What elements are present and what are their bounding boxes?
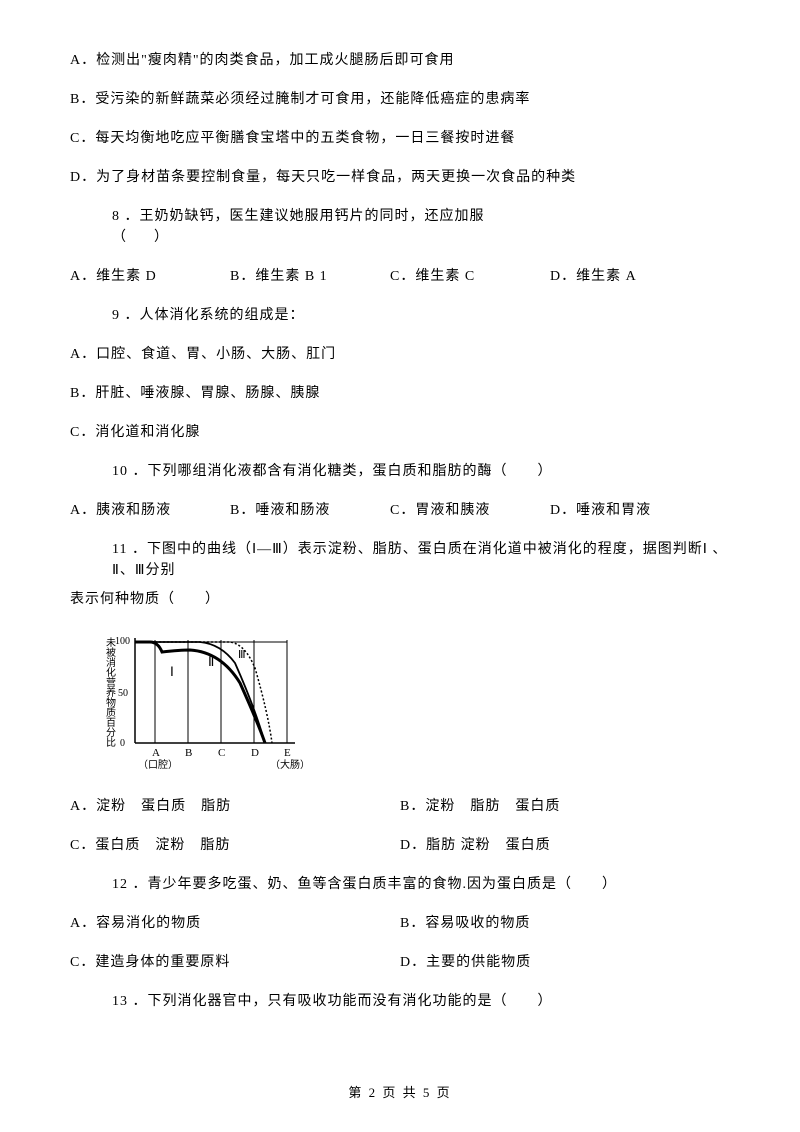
q10-option-d: D．唾液和胃液 [550, 500, 710, 521]
curve-label-3: Ⅲ [238, 649, 246, 661]
xlabel-b: B [185, 747, 192, 759]
q12-option-a: A．容易消化的物质 [70, 913, 400, 934]
q11-options-row2: C．蛋白质 淀粉 脂肪 D．脂肪 淀粉 蛋白质 [70, 835, 730, 856]
q8-option-c: C．维生素 C [390, 266, 550, 287]
q12-options-row2: C．建造身体的重要原料 D．主要的供能物质 [70, 952, 730, 973]
q8-stem: 8 ．王奶奶缺钙，医生建议她服用钙片的同时，还应加服 （ ） [70, 206, 730, 248]
q7-option-a: A．检测出"瘦肉精"的肉类食品，加工成火腿肠后即可食用 [70, 50, 730, 71]
q9-option-a: A．口腔、食道、胃、小肠、大肠、肛门 [70, 344, 730, 365]
ytick-100: 100 [115, 636, 130, 647]
q10-option-b: B．唾液和肠液 [230, 500, 390, 521]
curve-label-1: Ⅰ [170, 664, 174, 679]
q7-option-b: B．受污染的新鲜蔬菜必须经过腌制才可食用，还能降低癌症的患病率 [70, 89, 730, 110]
chart-svg: 未被消化营养物质百分比 0 50 100 Ⅰ Ⅱ Ⅲ A B C D E （口腔… [100, 628, 310, 778]
xlabel-c: C [218, 747, 225, 759]
q11-stem-line1: 11 ．下图中的曲线（Ⅰ—Ⅲ）表示淀粉、脂肪、蛋白质在消化道中被消化的程度，据图… [70, 539, 730, 581]
q11-option-b: B．淀粉 脂肪 蛋白质 [400, 796, 730, 817]
xlabel-e: E [284, 747, 291, 759]
q11-options-row1: A．淀粉 蛋白质 脂肪 B．淀粉 脂肪 蛋白质 [70, 796, 730, 817]
q8-option-d: D．维生素 A [550, 266, 710, 287]
q10-stem: 10 ．下列哪组消化液都含有消化糖类，蛋白质和脂肪的酶（ ） [70, 461, 730, 482]
q12-options-row1: A．容易消化的物质 B．容易吸收的物质 [70, 913, 730, 934]
q12-stem: 12 ．青少年要多吃蛋、奶、鱼等含蛋白质丰富的食物.因为蛋白质是（ ） [70, 874, 730, 895]
q10-option-a: A．胰液和肠液 [70, 500, 230, 521]
q12-option-d: D．主要的供能物质 [400, 952, 730, 973]
q10-options: A．胰液和肠液 B．唾液和肠液 C．胃液和胰液 D．唾液和胃液 [70, 500, 730, 521]
q11-option-c: C．蛋白质 淀粉 脂肪 [70, 835, 400, 856]
chart-bg [100, 628, 310, 778]
page-footer: 第 2 页 共 5 页 [0, 1083, 800, 1103]
yaxis-label: 未被消化营养物质百分比 [106, 637, 116, 749]
q8-paren: （ ） [112, 230, 168, 245]
q12-option-b: B．容易吸收的物质 [400, 913, 730, 934]
xsub-first: （口腔） [138, 758, 178, 771]
digestion-chart: 未被消化营养物质百分比 0 50 100 Ⅰ Ⅱ Ⅲ A B C D E （口腔… [100, 628, 730, 778]
q11-stem-line2: 表示何种物质（ ） [70, 589, 730, 610]
q11-option-d: D．脂肪 淀粉 蛋白质 [400, 835, 730, 856]
q9-option-c: C．消化道和消化腺 [70, 422, 730, 443]
q7-option-d: D．为了身材苗条要控制食量，每天只吃一样食品，两天更换一次食品的种类 [70, 167, 730, 188]
q11-option-a: A．淀粉 蛋白质 脂肪 [70, 796, 400, 817]
q10-option-c: C．胃液和胰液 [390, 500, 550, 521]
xlabel-a: A [152, 747, 160, 759]
q8-option-a: A．维生素 D [70, 266, 230, 287]
curve-label-2: Ⅱ [208, 654, 214, 669]
ytick-50: 50 [118, 688, 128, 699]
q8-option-b: B．维生素 B 1 [230, 266, 390, 287]
q7-option-c: C．每天均衡地吃应平衡膳食宝塔中的五类食物，一日三餐按时进餐 [70, 128, 730, 149]
xsub-last: （大肠） [270, 758, 310, 771]
q9-stem: 9 ．人体消化系统的组成是： [70, 305, 730, 326]
q13-stem: 13 ．下列消化器官中，只有吸收功能而没有消化功能的是（ ） [70, 991, 730, 1012]
q8-options: A．维生素 D B．维生素 B 1 C．维生素 C D．维生素 A [70, 266, 730, 287]
xlabel-d: D [251, 747, 259, 759]
q12-option-c: C．建造身体的重要原料 [70, 952, 400, 973]
ytick-0: 0 [120, 738, 125, 749]
q9-option-b: B．肝脏、唾液腺、胃腺、肠腺、胰腺 [70, 383, 730, 404]
q8-stem-text: 8 ．王奶奶缺钙，医生建议她服用钙片的同时，还应加服 [112, 209, 485, 224]
